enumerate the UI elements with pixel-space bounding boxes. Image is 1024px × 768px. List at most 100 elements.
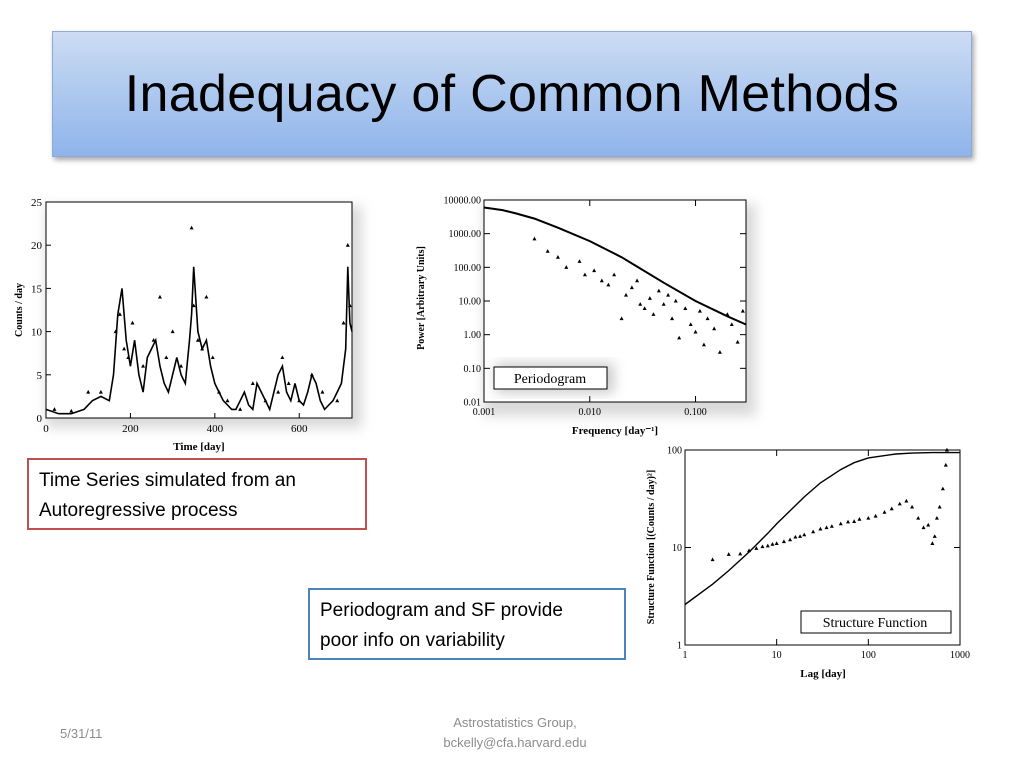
structure-function-point (937, 504, 942, 509)
time-series-ytick-label: 15 (31, 283, 43, 295)
periodogram-ylabel: Power [Arbitrary Units] (416, 246, 427, 350)
time-series-point (86, 389, 91, 394)
structure-function-xtick-label: 100 (861, 650, 876, 661)
structure-function-point (921, 525, 926, 530)
time-series-point (320, 389, 325, 394)
time-series-point (98, 389, 103, 394)
periodogram-legend-label: Periodogram (514, 372, 586, 387)
periodogram-xtick-label: 0.001 (473, 407, 496, 418)
time-series-point (276, 389, 281, 394)
structure-function-point (866, 515, 871, 520)
periodogram-point (532, 236, 537, 241)
time-series-point (170, 329, 175, 334)
periodogram-point (701, 342, 706, 347)
structure-function-point (811, 529, 816, 534)
structure-function-point (944, 447, 949, 452)
periodogram-point (688, 322, 693, 327)
structure-function-xtick-label: 10 (772, 650, 782, 661)
periodogram-point (555, 254, 560, 259)
periodogram-point (697, 308, 702, 313)
periodogram-point (606, 282, 611, 287)
structure-function-xtick-label: 1000 (950, 650, 970, 661)
structure-function-line (684, 451, 960, 606)
structure-function-point (882, 510, 887, 514)
periodogram-chart: 0.001 0.010 0.100 0.01 0.10 1.00 10.00 100.00 10… (416, 196, 756, 437)
footer-credit-line1: Astrostatistics Group, (453, 715, 577, 730)
time-series-xtick-label: 600 (291, 423, 308, 435)
structure-function-point (726, 552, 731, 556)
periodogram-point (635, 278, 640, 283)
structure-function-legend: Structure Function (800, 610, 952, 634)
time-series-point (179, 363, 184, 368)
structure-function-point (838, 521, 843, 526)
time-series-point (191, 303, 196, 308)
time-series-point (225, 398, 230, 403)
periodogram-point (712, 326, 717, 331)
structure-function-point (793, 534, 798, 539)
methods-caption: Periodogram and SF provide poor info on … (308, 588, 626, 660)
periodogram-point (717, 350, 722, 354)
slide-title: Inadequacy of Common Methods (124, 65, 900, 123)
structure-function-point (747, 548, 752, 553)
time-series-point (309, 372, 314, 377)
time-series-point (113, 329, 118, 334)
periodogram-point (673, 298, 678, 303)
time-series-point (164, 355, 169, 360)
periodogram-legend: Periodogram (493, 363, 614, 393)
periodogram-ytick-label: 10000.00 (444, 196, 482, 207)
periodogram-ytick-label: 10.00 (459, 297, 482, 308)
structure-function-point (754, 546, 759, 550)
periodogram-point (661, 302, 666, 306)
time-series-point (238, 407, 243, 411)
periodogram-ytick-label: 1.00 (464, 330, 482, 341)
structure-function-ytick-label: 10 (672, 543, 682, 554)
periodogram-point (638, 302, 643, 306)
time-series-point (151, 338, 156, 342)
footer-credit: Astrostatistics Group, bckelly@cfa.harva… (360, 713, 670, 753)
time-series-xtick-label: 200 (122, 423, 139, 435)
time-series-point (117, 312, 122, 316)
time-series-caption-line1: Time Series simulated from an (39, 470, 296, 491)
periodogram-ytick-label: 100.00 (454, 263, 482, 274)
time-series-point (210, 355, 215, 360)
structure-function-point (798, 534, 803, 538)
time-series-point (130, 320, 135, 325)
periodogram-point (651, 312, 656, 316)
structure-function-point (930, 541, 935, 545)
time-series-point (69, 408, 74, 413)
structure-function-point (857, 517, 862, 521)
structure-function-point (943, 462, 948, 467)
periodogram-point (599, 278, 604, 283)
time-series-point (286, 381, 291, 385)
periodogram-point (683, 306, 688, 310)
time-series-point (189, 225, 194, 230)
periodogram-point (725, 312, 730, 316)
structure-function-point (845, 519, 850, 524)
periodogram-point (545, 249, 550, 253)
structure-function-point (889, 506, 894, 511)
periodogram-ytick-label: 0.01 (464, 398, 482, 409)
time-series-ytick-label: 10 (31, 327, 43, 339)
time-series-ytick-label: 20 (31, 240, 43, 252)
periodogram-xtick-label: 0.010 (579, 407, 602, 418)
periodogram-point (642, 306, 647, 310)
footer-credit-line2: bckelly@cfa.harvard.edu (443, 735, 587, 750)
structure-function-point (829, 524, 834, 528)
periodogram-point (735, 339, 740, 344)
periodogram-point (629, 285, 634, 290)
time-series-point (200, 346, 205, 351)
structure-function-point (934, 515, 939, 520)
time-series-point (250, 381, 255, 385)
periodogram-ytick-label: 1000.00 (449, 229, 482, 240)
time-series-chart: 0 200 400 600 0 5 10 15 20 25 Time [day] Counts /… (14, 197, 362, 453)
periodogram-point (619, 316, 624, 321)
periodogram-point (564, 265, 569, 269)
periodogram-point (677, 335, 682, 340)
periodogram-point (592, 268, 597, 273)
footer-date: 5/31/11 (60, 726, 103, 741)
time-series-point (126, 355, 131, 360)
structure-function-xlabel: Lag [day] (800, 668, 846, 680)
periodogram-line (483, 206, 747, 326)
structure-function-point (774, 541, 779, 545)
structure-function-point (781, 539, 786, 544)
